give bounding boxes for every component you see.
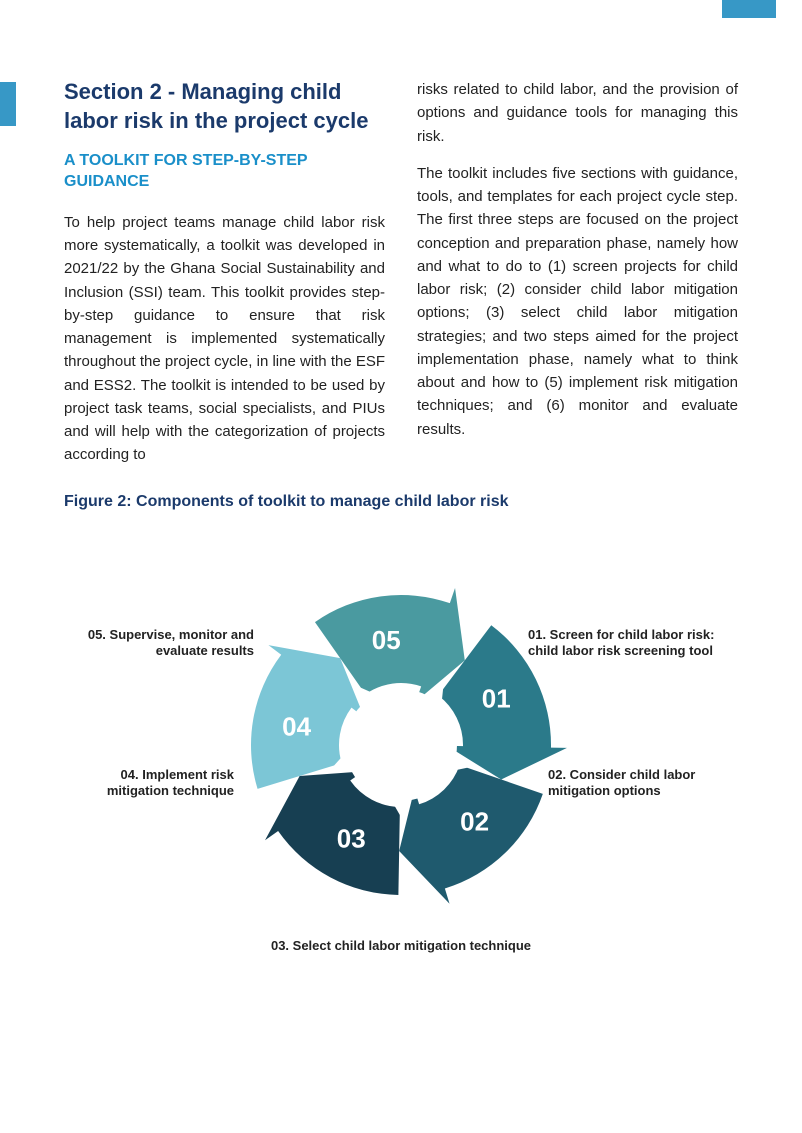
cycle-number-02: 02 — [460, 806, 489, 836]
cycle-number-03: 03 — [337, 823, 366, 853]
section-subtitle: A TOOLKIT FOR STEP-BY-STEP GUIDANCE — [64, 151, 385, 193]
paragraph-right-1: risks related to child labor, and the pr… — [417, 78, 738, 148]
label-02: 02. Consider child labor mitigation opti… — [548, 767, 738, 801]
section-title: Section 2 - Managing child labor risk in… — [64, 78, 385, 135]
label-01: 01. Screen for child labor risk: child l… — [528, 627, 738, 661]
label-05: 05. Supervise, monitor and evaluate resu… — [64, 627, 254, 661]
left-column: Section 2 - Managing child labor risk in… — [64, 78, 385, 481]
figure-title: Figure 2: Components of toolkit to manag… — [64, 493, 738, 511]
paragraph-left-1: To help project teams manage child labor… — [64, 211, 385, 467]
right-column: risks related to child labor, and the pr… — [417, 78, 738, 481]
label-03: 03. Select child labor mitigation techni… — [241, 938, 561, 955]
top-accent-bar — [722, 0, 776, 18]
cycle-svg: 01 02 03 04 05 — [221, 565, 581, 925]
page-content: Section 2 - Managing child labor risk in… — [64, 78, 738, 955]
text-columns: Section 2 - Managing child labor risk in… — [64, 78, 738, 481]
label-04: 04. Implement risk mitigation technique — [64, 767, 234, 801]
cycle-number-05: 05 — [372, 625, 401, 655]
cycle-diagram: 01 02 03 04 05 01. Screen for child labor ri… — [64, 535, 738, 955]
cycle-number-04: 04 — [282, 711, 311, 741]
paragraph-right-2: The toolkit includes five sections with … — [417, 162, 738, 441]
left-accent-bar — [0, 82, 16, 126]
cycle-number-01: 01 — [482, 683, 511, 713]
